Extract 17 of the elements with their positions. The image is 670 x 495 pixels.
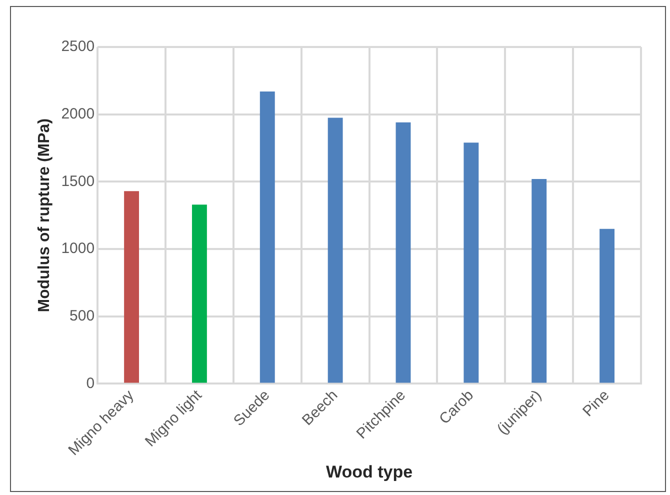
y-axis-title: Modulus of rupture (MPa) <box>36 118 54 312</box>
bar <box>532 179 547 383</box>
y-tick-label: 500 <box>70 308 95 325</box>
bar <box>396 122 411 383</box>
y-tick-label: 0 <box>86 374 95 392</box>
x-tick-label: Pine <box>580 386 613 420</box>
y-tick-label: 1500 <box>61 172 95 190</box>
bar <box>260 91 275 383</box>
bar <box>328 118 343 383</box>
x-axis-title: Wood type <box>326 462 413 482</box>
bar <box>124 191 140 383</box>
y-tick-label: 1000 <box>61 240 95 258</box>
bar <box>600 228 615 383</box>
bar <box>192 204 207 383</box>
bar <box>464 142 479 383</box>
y-tick-label: 2000 <box>61 105 95 122</box>
y-tick-label: 2500 <box>61 38 95 56</box>
